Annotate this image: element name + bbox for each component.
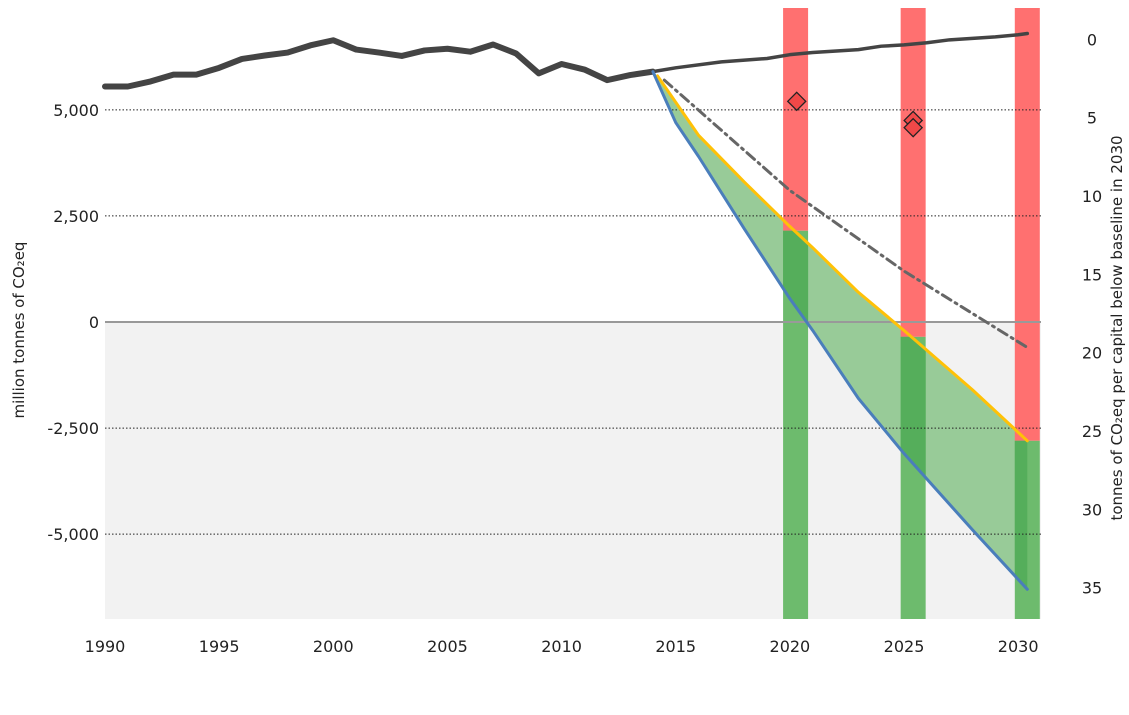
x-tick-label-2: 2000 bbox=[313, 637, 354, 656]
bar-overlap-2 bbox=[1014, 440, 1028, 590]
y2-tick-label-0: 0 bbox=[1087, 30, 1097, 49]
fill-between-area bbox=[652, 71, 1028, 590]
y2-tick-labels: 0 5 10 15 20 25 30 35 bbox=[1082, 30, 1102, 597]
series-line-blue bbox=[651, 70, 1029, 591]
x-tick-label-7: 2025 bbox=[884, 637, 925, 656]
line-layer bbox=[102, 31, 1030, 591]
x-tick-label-6: 2020 bbox=[770, 637, 811, 656]
y-axis-title: million tonnes of CO₂eq bbox=[10, 242, 28, 419]
y2-tick-label-3: 15 bbox=[1082, 265, 1102, 284]
y2-tick-label-5: 25 bbox=[1082, 422, 1102, 441]
x-tick-label-8: 2030 bbox=[998, 637, 1039, 656]
x-tick-label-0: 1990 bbox=[85, 637, 126, 656]
bar-red-2 bbox=[1014, 8, 1040, 441]
y-tick-label-0: -5,000 bbox=[47, 525, 99, 544]
bar-red-0 bbox=[783, 8, 809, 231]
y-tick-label-3: 2,500 bbox=[53, 207, 99, 226]
series-line-dash-dot bbox=[662, 78, 1029, 349]
fill-layer bbox=[652, 71, 1028, 590]
y2-tick-label-2: 10 bbox=[1082, 187, 1102, 206]
marker-diamond-2 bbox=[903, 117, 924, 138]
y2-tick-label-7: 35 bbox=[1082, 579, 1102, 598]
y2-tick-label-1: 5 bbox=[1087, 109, 1097, 128]
y-tick-label-1: -2,500 bbox=[47, 419, 99, 438]
y2-axis-title: tonnes of CO₂eq per capital below baseli… bbox=[1108, 135, 1126, 520]
series-line-yellow bbox=[655, 74, 1029, 443]
series-line-historical bbox=[102, 37, 656, 90]
x-tick-labels: 1990 1995 2000 2005 2010 2015 2020 2025 2030 bbox=[85, 637, 1039, 656]
y2-tick-label-6: 30 bbox=[1082, 500, 1102, 519]
bar-red-1 bbox=[900, 8, 926, 337]
marker-diamond-0 bbox=[786, 91, 807, 112]
x-tick-label-3: 2005 bbox=[427, 637, 468, 656]
marker-layer bbox=[786, 91, 924, 138]
x-tick-label-4: 2010 bbox=[541, 637, 582, 656]
x-tick-label-5: 2015 bbox=[655, 637, 696, 656]
series-line-baseline bbox=[651, 31, 1030, 74]
bar-layer bbox=[783, 8, 1040, 619]
y-tick-label-4: 5,000 bbox=[53, 101, 99, 120]
y-tick-label-2: 0 bbox=[89, 313, 99, 332]
y2-tick-label-4: 20 bbox=[1082, 344, 1102, 363]
x-tick-label-1: 1995 bbox=[199, 637, 240, 656]
y-tick-labels: -5,000 -2,500 0 2,500 5,000 bbox=[47, 101, 99, 544]
